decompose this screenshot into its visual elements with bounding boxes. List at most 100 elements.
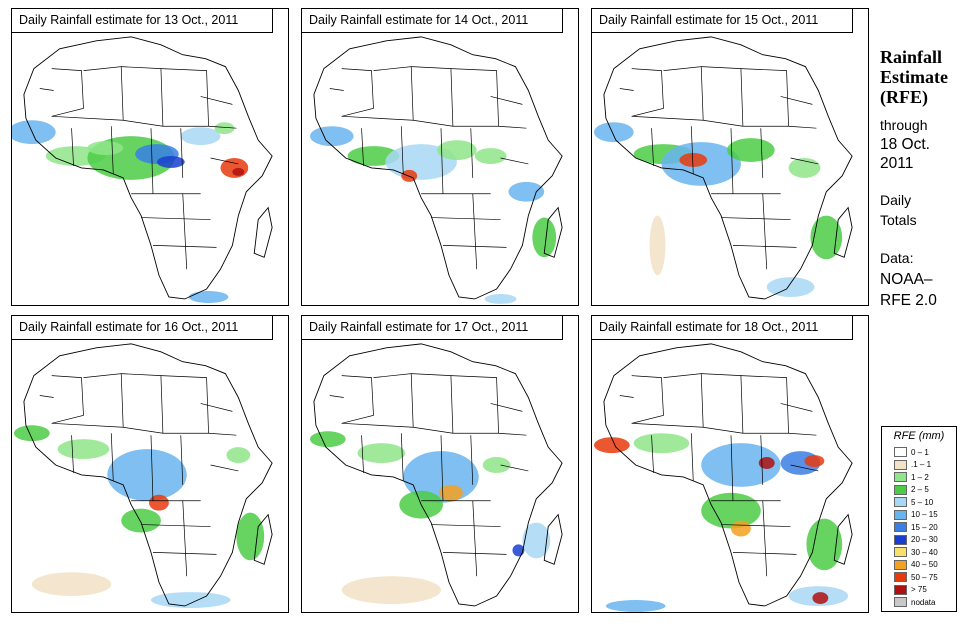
- country-border: [732, 245, 797, 248]
- legend-item: 30 – 40: [894, 547, 938, 558]
- rainfall-area: [806, 518, 843, 571]
- map-panel: Daily Rainfall estimate for 14 Oct., 201…: [301, 8, 579, 306]
- country-border: [373, 66, 414, 121]
- country-border: [160, 375, 209, 434]
- legend-swatch: [894, 484, 907, 495]
- country-border: [760, 435, 764, 485]
- legend-item: nodata: [894, 597, 935, 608]
- rainfall-area: [727, 138, 775, 162]
- africa-rainfall-map: [12, 36, 273, 303]
- africa-rainfall-map: [309, 36, 563, 304]
- rainfall-area: [766, 277, 815, 297]
- country-border: [341, 115, 527, 129]
- country-border: [83, 373, 124, 428]
- country-border: [39, 395, 54, 398]
- legend-label: 15 – 20: [911, 522, 938, 532]
- legend-swatch: [894, 597, 907, 608]
- rainfall-area: [758, 457, 775, 469]
- side-title-rfe: (RFE): [880, 87, 928, 107]
- legend-swatch: [894, 447, 907, 458]
- rainfall-area: [605, 600, 666, 612]
- side-title-rainfall: Rainfall: [880, 47, 943, 67]
- country-border: [150, 435, 154, 501]
- africa-rainfall-map: [593, 36, 853, 300]
- side-year: 2011: [880, 155, 914, 172]
- country-border: [411, 66, 454, 127]
- country-border: [110, 126, 114, 174]
- side-through: through: [880, 117, 928, 133]
- madagascar: [543, 513, 563, 565]
- legend-item: 1 – 2: [894, 472, 929, 483]
- rainfall-area: [593, 437, 630, 454]
- side-totals: Totals: [880, 212, 917, 228]
- side-date: 18 Oct.: [880, 136, 930, 153]
- rainfall-area: [150, 592, 231, 608]
- country-border: [180, 435, 184, 485]
- rainfall-area: [522, 522, 551, 559]
- rainfall-area: [730, 520, 751, 537]
- country-border: [39, 88, 54, 91]
- country-border: [152, 552, 217, 555]
- country-border: [361, 128, 364, 166]
- rainfall-area: [679, 153, 708, 167]
- country-border: [440, 128, 444, 194]
- country-border: [701, 66, 744, 127]
- rainfall-area: [810, 215, 843, 260]
- legend-item: 0 – 1: [894, 447, 929, 458]
- country-border: [740, 68, 789, 127]
- legend-label: 30 – 40: [911, 547, 938, 557]
- rainfall-area: [701, 492, 761, 529]
- panel-title: Daily Rainfall estimate for 17 Oct., 201…: [302, 316, 563, 340]
- madagascar: [543, 206, 563, 258]
- country-border: [472, 500, 478, 577]
- legend-label: 50 – 75: [911, 572, 938, 582]
- country-border: [182, 500, 188, 577]
- side-daily: Daily: [880, 192, 912, 208]
- country-border: [780, 403, 813, 412]
- rainfall-area: [107, 449, 187, 501]
- rainfall-area: [149, 494, 169, 511]
- legend-swatch: [894, 559, 907, 570]
- rainfall-area: [482, 457, 511, 473]
- country-border: [721, 524, 791, 527]
- country-border: [71, 435, 74, 473]
- country-border: [442, 552, 507, 555]
- legend-item: 2 – 5: [894, 484, 929, 495]
- country-border: [701, 373, 744, 434]
- country-border: [150, 128, 154, 194]
- legend-item: 15 – 20: [894, 522, 938, 533]
- country-border: [373, 373, 414, 428]
- rainfall-area: [437, 140, 477, 160]
- country-border: [431, 217, 501, 220]
- legend-swatch: [894, 509, 907, 520]
- africa-rainfall-map: [13, 343, 273, 608]
- legend-item: 5 – 10: [894, 497, 933, 508]
- coastline: [23, 36, 273, 300]
- legend-swatch: [894, 522, 907, 533]
- country-border: [341, 68, 374, 117]
- coastline: [313, 36, 563, 300]
- madagascar: [253, 206, 273, 258]
- country-border: [121, 66, 164, 127]
- country-border: [71, 128, 74, 166]
- legend-swatch: [894, 584, 907, 595]
- country-border: [152, 245, 217, 248]
- legend-item: 10 – 15: [894, 509, 938, 520]
- country-border: [500, 157, 529, 165]
- rainfall-area: [236, 512, 265, 561]
- legend-swatch: [894, 547, 907, 558]
- country-border: [341, 375, 374, 424]
- legend-label: 20 – 30: [911, 535, 938, 545]
- country-border: [51, 68, 84, 117]
- rainfall-area: [31, 572, 112, 597]
- legend-swatch: [894, 534, 907, 545]
- legend-item: > 75: [894, 584, 927, 595]
- legend-item: 50 – 75: [894, 572, 938, 583]
- rainfall-area: [226, 447, 251, 464]
- country-border: [442, 245, 507, 248]
- country-border: [490, 96, 523, 105]
- country-border: [160, 68, 209, 127]
- rainfall-area: [484, 294, 517, 304]
- country-border: [329, 88, 344, 91]
- coastline: [23, 343, 273, 607]
